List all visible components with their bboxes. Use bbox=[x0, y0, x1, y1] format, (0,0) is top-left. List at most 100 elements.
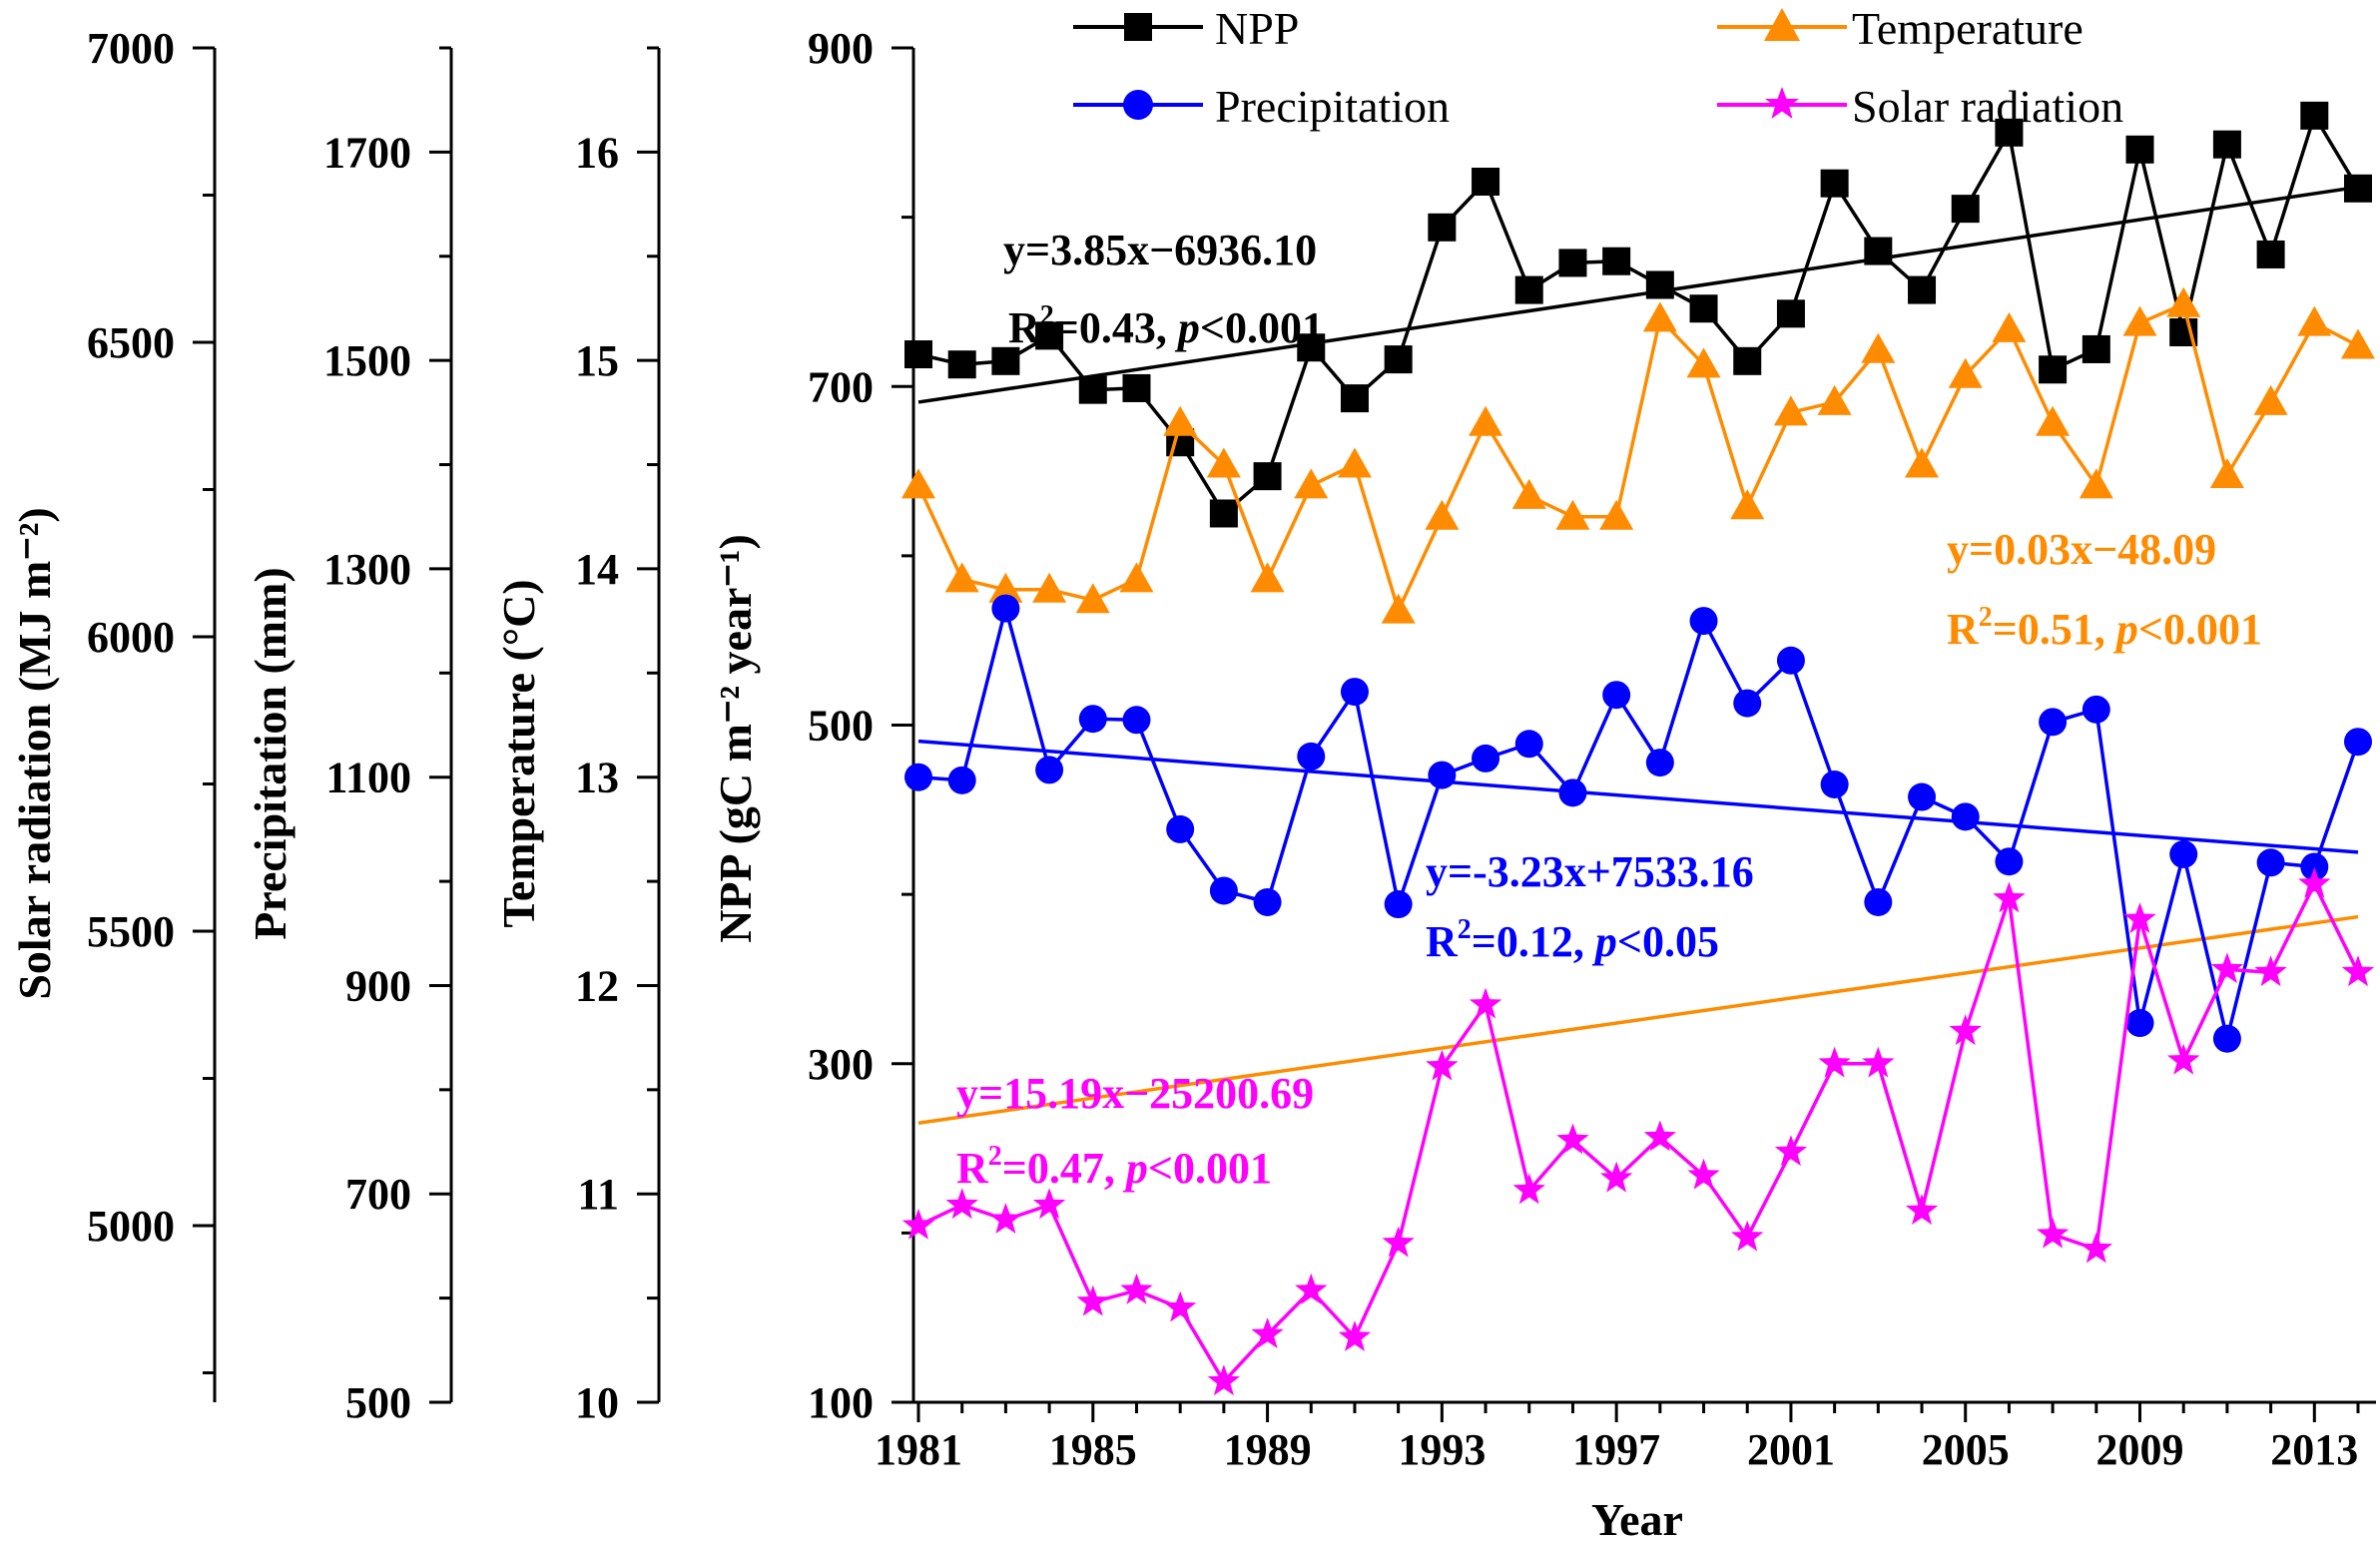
solar-tick-label: 6500 bbox=[87, 318, 175, 367]
precip-tick-label: 900 bbox=[345, 961, 411, 1010]
data-point-temperature bbox=[2297, 305, 2332, 336]
legend-marker-precipitation bbox=[1123, 90, 1153, 120]
data-point-solar-radiation bbox=[1862, 1046, 1895, 1078]
data-point-precipitation bbox=[947, 766, 976, 794]
data-point-solar-radiation bbox=[1818, 1046, 1851, 1078]
data-point-precipitation bbox=[1035, 756, 1064, 784]
npp-tick-label: 700 bbox=[808, 362, 874, 411]
data-point-temperature bbox=[2036, 405, 2071, 436]
npp-axis-title: NPP (gC m⁻² year⁻¹) bbox=[710, 534, 761, 943]
data-point-temperature bbox=[1773, 395, 1808, 426]
npp-tick-label: 300 bbox=[808, 1040, 874, 1089]
data-point-solar-radiation bbox=[1556, 1123, 1589, 1155]
data-point-npp bbox=[2300, 101, 2329, 130]
data-point-solar-radiation bbox=[1382, 1226, 1415, 1258]
annotation-temperature: y=0.03x−48.09 R2=0.51, p<0.001 bbox=[1947, 525, 2262, 654]
data-point-temperature bbox=[1425, 499, 1460, 530]
data-point-solar-radiation bbox=[1164, 1290, 1197, 1322]
data-point-precipitation bbox=[2344, 728, 2372, 757]
data-point-temperature bbox=[1992, 311, 2027, 342]
data-point-solar-radiation bbox=[1993, 881, 2026, 913]
precip-tick-label: 1100 bbox=[325, 754, 411, 802]
data-point-solar-radiation bbox=[945, 1188, 978, 1220]
data-point-npp bbox=[1472, 168, 1500, 197]
precip-tick-label: 1500 bbox=[323, 336, 411, 385]
data-point-temperature bbox=[2253, 384, 2288, 415]
data-point-solar-radiation bbox=[1512, 1173, 1545, 1205]
annotation-temperature-stats: R2=0.51, p<0.001 bbox=[1947, 602, 2262, 654]
series-line-solar-radiation bbox=[917, 882, 2360, 1384]
annotation-precipitation-p: 0.05 bbox=[1642, 917, 1719, 966]
data-point-temperature bbox=[1294, 468, 1329, 499]
data-point-temperature bbox=[1817, 384, 1852, 415]
data-point-npp bbox=[904, 340, 932, 369]
data-point-temperature bbox=[2122, 305, 2157, 336]
x-tick-label: 1981 bbox=[875, 1425, 962, 1474]
annotation-solar-radiation-p: 0.001 bbox=[1173, 1144, 1272, 1193]
data-point-precipitation bbox=[1733, 689, 1762, 718]
data-point-temperature bbox=[2166, 286, 2201, 317]
legend-entry-solar-radiation: Solar radiation bbox=[1717, 81, 2123, 132]
data-point-temperature bbox=[1163, 405, 1198, 436]
data-point-precipitation bbox=[1253, 887, 1282, 916]
data-point-solar-radiation bbox=[1905, 1194, 1939, 1225]
series-npp bbox=[904, 101, 2372, 528]
axes-layer: 100 300 500 700 900 10 11 12 13 14 15 16 500 700 900 11… bbox=[87, 24, 2376, 1474]
temp-tick-label: 10 bbox=[575, 1378, 619, 1427]
data-point-npp bbox=[1428, 213, 1457, 242]
data-point-solar-radiation bbox=[1600, 1161, 1633, 1193]
data-point-precipitation bbox=[1602, 681, 1631, 710]
legend-entry-precipitation: Precipitation bbox=[1073, 81, 1450, 132]
data-point-solar-radiation bbox=[2298, 866, 2331, 898]
annotation-precipitation-r2: 0.12 bbox=[1496, 917, 1573, 966]
data-point-npp bbox=[1776, 299, 1805, 328]
data-point-solar-radiation bbox=[1687, 1158, 1720, 1190]
data-point-precipitation bbox=[1166, 814, 1195, 843]
annotation-precipitation-equation: y=-3.23x+7533.16 bbox=[1426, 847, 1754, 896]
data-point-npp bbox=[1253, 462, 1282, 491]
temp-tick-label: 12 bbox=[575, 961, 619, 1010]
data-point-solar-radiation bbox=[1731, 1220, 1764, 1252]
data-point-solar-radiation bbox=[1295, 1273, 1328, 1304]
data-point-precipitation bbox=[1908, 782, 1937, 811]
precip-tick-label: 1300 bbox=[323, 545, 411, 594]
data-point-solar-radiation bbox=[1469, 987, 1502, 1019]
series-layer bbox=[901, 101, 2375, 1396]
data-point-npp bbox=[2125, 135, 2154, 164]
data-point-precipitation bbox=[991, 594, 1020, 623]
data-point-temperature bbox=[1075, 583, 1110, 614]
data-point-temperature bbox=[1599, 499, 1634, 530]
data-point-temperature bbox=[1032, 572, 1067, 603]
data-point-temperature bbox=[1206, 447, 1241, 478]
temp-tick-label: 11 bbox=[577, 1170, 619, 1219]
data-point-temperature bbox=[1469, 405, 1503, 436]
data-point-precipitation bbox=[1558, 778, 1587, 807]
data-point-temperature bbox=[1337, 447, 1372, 478]
solar-axis-title: Solar radiation (MJ m⁻²) bbox=[9, 507, 60, 999]
data-point-precipitation bbox=[1340, 678, 1369, 707]
data-point-npp bbox=[1645, 270, 1674, 299]
data-point-precipitation bbox=[1384, 890, 1413, 919]
legend-label-npp: NPP bbox=[1215, 3, 1299, 54]
data-point-solar-radiation bbox=[1338, 1320, 1372, 1351]
data-point-solar-radiation bbox=[901, 1209, 935, 1240]
data-point-solar-radiation bbox=[2341, 955, 2375, 987]
data-point-temperature bbox=[1250, 562, 1285, 593]
data-point-temperature bbox=[944, 562, 979, 593]
data-point-temperature bbox=[1948, 357, 1983, 388]
data-point-temperature bbox=[1642, 301, 1677, 332]
precip-tick-label: 700 bbox=[345, 1170, 411, 1219]
npp-tick-label: 100 bbox=[808, 1378, 874, 1427]
data-point-npp bbox=[2212, 130, 2241, 159]
data-point-solar-radiation bbox=[1207, 1364, 1240, 1396]
temp-axis-title: Temperature (°C) bbox=[493, 579, 544, 927]
data-point-precipitation bbox=[1951, 802, 1980, 831]
data-point-precipitation bbox=[1776, 646, 1805, 675]
data-point-solar-radiation bbox=[1426, 1049, 1459, 1081]
data-point-npp bbox=[1122, 373, 1151, 402]
trend-line-npp bbox=[917, 185, 2359, 404]
data-point-precipitation bbox=[1820, 770, 1849, 798]
x-tick-label: 1993 bbox=[1398, 1425, 1486, 1474]
data-point-solar-radiation bbox=[1251, 1317, 1284, 1348]
